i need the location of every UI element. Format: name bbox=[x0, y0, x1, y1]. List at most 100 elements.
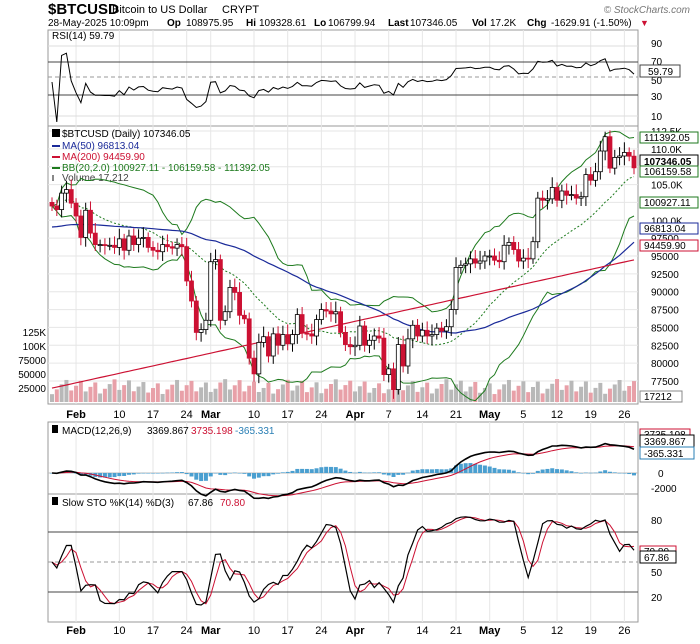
volume-bar bbox=[555, 379, 560, 402]
volume-bar bbox=[93, 382, 98, 402]
volume-bar bbox=[367, 392, 372, 402]
macd-histogram-bar bbox=[530, 473, 535, 474]
candle-body bbox=[564, 190, 570, 196]
sto-legend-prefix: Slow STO %K(14) %D(3) bbox=[62, 498, 174, 509]
macd-histogram-bar bbox=[429, 469, 434, 473]
macd-histogram-bar bbox=[126, 473, 131, 475]
volume-axis-label: 50000 bbox=[18, 370, 46, 381]
quote-row: 28-May-2025 10:09pm Op 108975.95 Hi 1093… bbox=[48, 18, 649, 29]
quote-date: 28-May-2025 10:09pm bbox=[48, 18, 149, 29]
macd-histogram-bar bbox=[473, 463, 478, 473]
rsi-last-tag-box bbox=[639, 64, 681, 78]
candle-body bbox=[294, 314, 300, 335]
macd-histogram-bar bbox=[632, 473, 636, 476]
candle-body bbox=[285, 334, 291, 345]
candle-body bbox=[83, 209, 89, 238]
bb-mid-tag: 106159.58 bbox=[644, 167, 692, 178]
x-axis-label: 21 bbox=[450, 409, 462, 421]
volume-axis-label: 25000 bbox=[18, 384, 46, 395]
open-label: Op bbox=[167, 18, 181, 29]
ma50-legend: MA(50) 96813.04 bbox=[62, 141, 140, 152]
macd-level-neg2000: -2000 bbox=[651, 484, 677, 495]
candle-body bbox=[554, 187, 560, 201]
volume-bar bbox=[74, 385, 79, 402]
candle-body bbox=[578, 196, 584, 199]
volume-bar bbox=[535, 381, 540, 402]
volume-bar bbox=[112, 379, 117, 402]
macd-histogram-bar bbox=[434, 469, 439, 473]
macd-histogram-bar bbox=[372, 472, 377, 473]
candle-body bbox=[487, 255, 493, 258]
candle-body bbox=[362, 325, 368, 346]
candle-body bbox=[227, 287, 233, 313]
macd-histogram-bar bbox=[83, 473, 88, 475]
macd-histogram-bar bbox=[607, 471, 612, 473]
x-axis-bottom: Feb 10 17 24 Mar 10 17 24 Apr 7 14 21 May 5 12 19 26 bbox=[66, 625, 630, 637]
candle-body bbox=[468, 258, 473, 265]
volume-bar bbox=[526, 392, 531, 402]
volume-bar bbox=[256, 391, 261, 402]
candle-body bbox=[626, 152, 632, 157]
candle-body bbox=[612, 157, 618, 169]
candle-body bbox=[506, 242, 512, 246]
macd-histogram-bar bbox=[391, 473, 396, 477]
volume-bar bbox=[300, 380, 305, 402]
candle-body bbox=[520, 257, 526, 262]
macd-legend: MACD(12,26,9) 3369.867 3735.198 -365.331… bbox=[52, 425, 695, 495]
macd-histogram-bar bbox=[290, 470, 295, 473]
volume-bar bbox=[617, 380, 622, 402]
volume-bar bbox=[521, 381, 526, 402]
macd-histogram-bar bbox=[131, 473, 136, 475]
volume-tag: 17212 bbox=[644, 392, 672, 403]
macd-histogram-bar bbox=[309, 469, 314, 473]
candle-body bbox=[193, 300, 199, 333]
macd-histogram-bar bbox=[237, 473, 242, 474]
candle-body bbox=[593, 171, 598, 181]
volume-bar bbox=[434, 388, 439, 402]
volume-bar bbox=[593, 387, 598, 402]
macd-hist-tag: -365.331 bbox=[644, 449, 684, 460]
candle-body bbox=[107, 244, 113, 247]
volume-bar bbox=[612, 384, 617, 402]
x-axis-label: 14 bbox=[416, 409, 428, 421]
candle-body bbox=[472, 258, 478, 264]
candle-body bbox=[318, 309, 324, 320]
volume-bar bbox=[83, 391, 88, 402]
volume-legend: Volume 17,212 bbox=[62, 173, 129, 184]
macd-histogram-bar bbox=[367, 472, 372, 474]
candle-body bbox=[179, 244, 185, 248]
x-axis-label: 10 bbox=[113, 625, 125, 637]
volume-bar bbox=[165, 389, 170, 402]
volume-bar bbox=[117, 389, 122, 402]
macd-histogram-bar bbox=[78, 473, 83, 476]
candle-body bbox=[545, 198, 550, 201]
volume-bar bbox=[372, 388, 377, 402]
candle-body bbox=[381, 337, 387, 375]
macd-histogram-bar bbox=[458, 463, 463, 473]
macd-histogram-bar bbox=[492, 467, 497, 473]
sto-k-line bbox=[51, 516, 635, 606]
macd-histogram-bar bbox=[540, 469, 545, 473]
macd-histogram-bar bbox=[261, 473, 266, 477]
candle-body bbox=[208, 261, 214, 321]
macd-tag: 3369.867 bbox=[644, 437, 686, 448]
macd-histogram-bar bbox=[160, 472, 165, 474]
candle-body bbox=[92, 232, 98, 245]
volume-bar bbox=[295, 385, 300, 402]
volume-bar bbox=[280, 384, 285, 402]
candle-body bbox=[588, 174, 594, 181]
ma200-line bbox=[51, 259, 635, 389]
macd-histogram-bar bbox=[521, 473, 526, 474]
macd-histogram-bar bbox=[285, 471, 290, 473]
rsi-level-50: 50 bbox=[651, 76, 663, 87]
volume-bar bbox=[444, 379, 449, 402]
rsi-level-30: 30 bbox=[651, 92, 663, 103]
price-axis-label: 82500 bbox=[651, 341, 679, 352]
x-axis-label: May bbox=[479, 409, 501, 421]
volume-bar bbox=[59, 384, 64, 402]
volume-bar bbox=[473, 381, 478, 402]
volume-bar bbox=[429, 393, 434, 402]
open-value: 108975.95 bbox=[186, 18, 234, 29]
x-axis-label: 5 bbox=[520, 409, 526, 421]
